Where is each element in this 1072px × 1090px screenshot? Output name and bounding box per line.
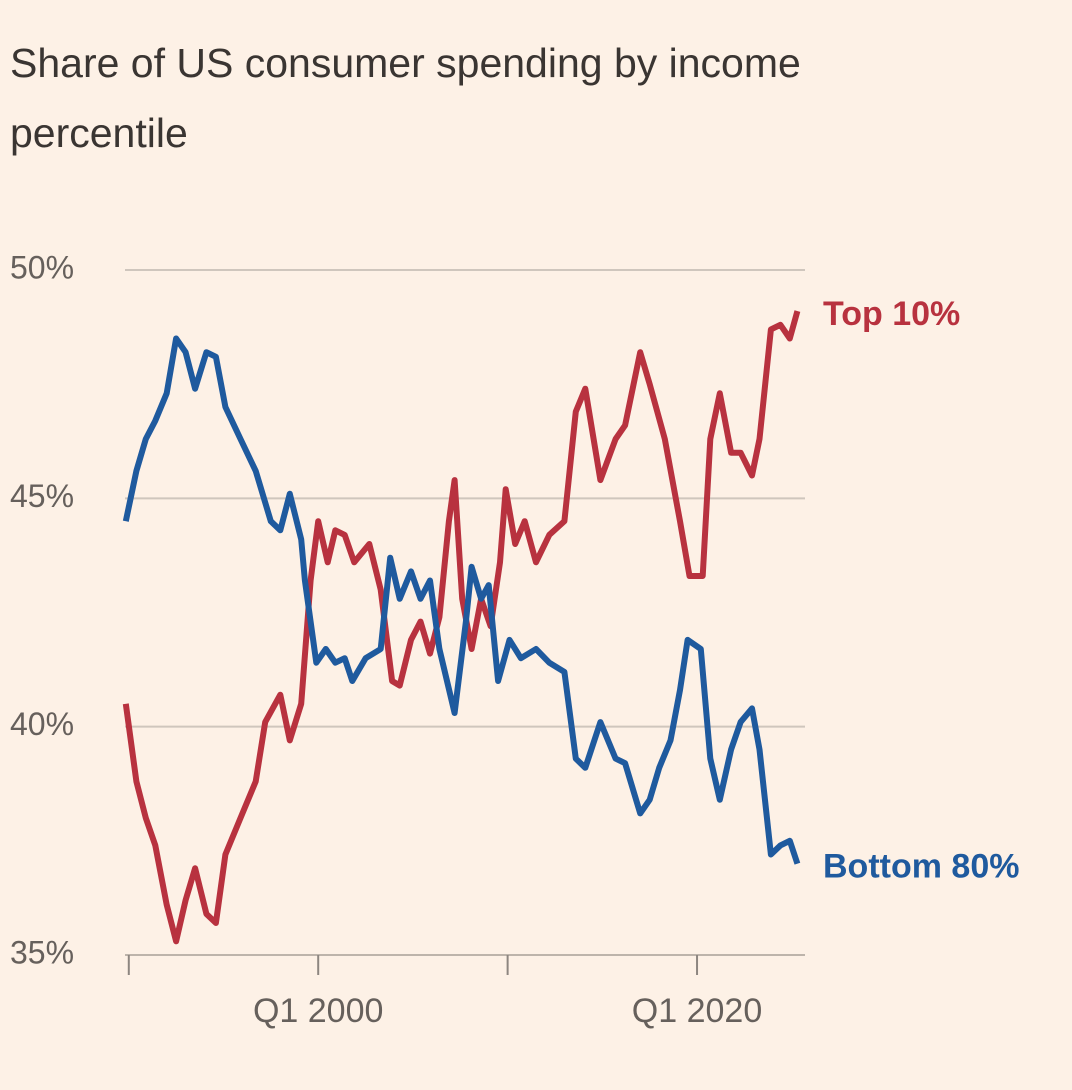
y-tick-label: 40% xyxy=(10,706,74,742)
y-tick-label: 50% xyxy=(10,249,74,285)
y-tick-label: 35% xyxy=(10,934,74,970)
x-tick-label: Q1 2020 xyxy=(632,992,762,1030)
series-label: Top 10% xyxy=(823,295,960,333)
series-label: Bottom 80% xyxy=(823,848,1019,886)
chart-title: Share of US consumer spending by income … xyxy=(10,40,801,156)
y-tick-label: 45% xyxy=(10,478,74,514)
x-tick-label: Q1 2000 xyxy=(253,992,383,1030)
series-line xyxy=(122,310,801,945)
series-line xyxy=(122,335,801,865)
